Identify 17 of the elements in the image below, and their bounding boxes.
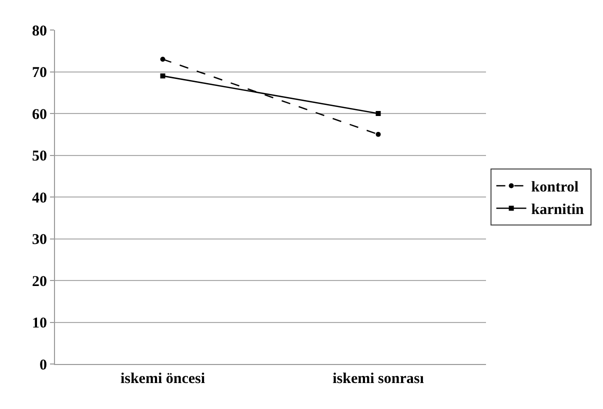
legend-label: kontrol <box>531 180 579 196</box>
y-tick-label: 80 <box>32 23 47 40</box>
point <box>160 56 166 62</box>
y-tick-label: 20 <box>32 274 47 290</box>
point <box>160 73 166 78</box>
y-tick-label: 50 <box>32 148 47 164</box>
legend-label: karnitin <box>531 202 584 218</box>
x-tick-label: iskemi sonrası <box>332 371 424 387</box>
y-tick-label: 30 <box>32 232 47 248</box>
x-tick-label: iskemi öncesi <box>120 371 206 387</box>
y-tick-label: 70 <box>32 65 47 81</box>
y-tick-label: 0 <box>40 357 47 374</box>
point <box>376 132 381 137</box>
y-tick-label: 10 <box>32 316 47 332</box>
y-tick-label: 60 <box>32 106 47 123</box>
point <box>376 111 381 116</box>
y-tick-label: 40 <box>32 190 47 206</box>
